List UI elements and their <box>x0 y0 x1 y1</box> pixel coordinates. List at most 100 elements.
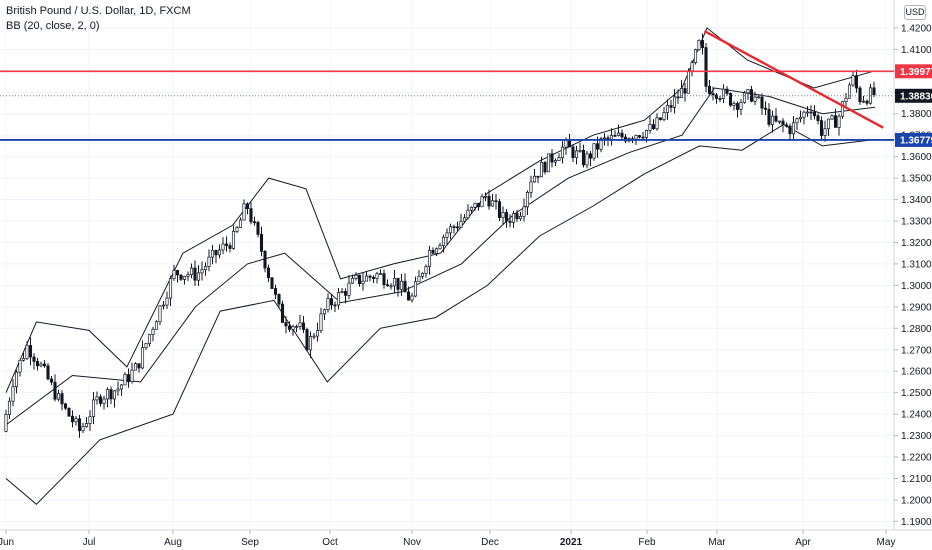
candle-body <box>158 305 162 323</box>
candle-body <box>81 426 85 432</box>
price-tick-label: 1.24000 <box>901 410 932 421</box>
candle-body <box>732 103 736 106</box>
candle-body <box>837 115 841 128</box>
candle-body <box>483 195 488 198</box>
time-tick-label: Oct <box>322 537 338 548</box>
candle-body <box>133 363 138 371</box>
candle-body <box>767 109 771 125</box>
candle-body <box>819 120 824 136</box>
price-axis[interactable]: 1.420001.410001.400001.390001.380001.370… <box>894 23 932 528</box>
candle-body <box>599 138 603 150</box>
candle-body <box>487 195 491 207</box>
candle-body <box>91 399 96 418</box>
candle-body <box>756 96 761 99</box>
price-tick-label: 1.31000 <box>901 259 932 270</box>
candle-body <box>329 298 334 306</box>
candle-body <box>228 245 232 249</box>
time-tick-label: Nov <box>403 537 421 548</box>
candle-body <box>742 92 747 103</box>
candle-body <box>280 303 285 323</box>
candle-body <box>770 115 775 125</box>
price-tick-label: 1.27000 <box>901 345 932 356</box>
candle-body <box>718 98 722 100</box>
candle-body <box>112 390 117 400</box>
support-price-badge-bg <box>895 132 932 147</box>
candle-body <box>28 345 33 358</box>
symbol-legend[interactable]: British Pound / U.S. Dollar, 1D, FXCM <box>6 5 191 17</box>
candle-body <box>217 249 222 256</box>
candle-body <box>417 275 421 283</box>
candle-body <box>298 322 302 327</box>
candle-body <box>284 322 288 327</box>
candle-body <box>644 129 649 138</box>
candle-body <box>308 336 313 351</box>
candle-body <box>221 243 225 251</box>
candle-body <box>602 137 607 140</box>
candle-body <box>662 112 666 120</box>
downtrend-line <box>703 30 884 129</box>
candle-body <box>102 398 106 404</box>
price-tick-label: 1.38000 <box>901 109 932 120</box>
candle-body <box>119 384 124 390</box>
candle-body <box>347 282 351 296</box>
candle-body <box>686 70 691 94</box>
price-tick-label: 1.30000 <box>901 281 932 292</box>
candle-body <box>560 146 565 158</box>
candle-body <box>448 226 453 234</box>
time-axis[interactable]: Jun Jul Aug Sep Oct Nov Dec 2021 Feb Mar Apr May <box>0 530 895 548</box>
candle-body <box>522 206 526 217</box>
candle-body <box>322 309 327 315</box>
candle-body <box>140 347 145 369</box>
candle-body <box>578 150 582 152</box>
candle-body <box>235 227 239 232</box>
candle-body <box>214 250 218 256</box>
candle-body <box>665 105 670 113</box>
candle-body <box>238 219 243 228</box>
candle-body <box>270 277 274 289</box>
candle-body <box>49 378 54 383</box>
candle-body <box>497 201 502 218</box>
candle-body <box>445 232 449 238</box>
candle-body <box>539 162 544 178</box>
candle-body <box>336 292 341 306</box>
candle-body <box>399 280 404 290</box>
currency-badge[interactable]: USD <box>904 5 926 20</box>
candle-body <box>861 100 866 103</box>
candle-body <box>669 105 673 108</box>
indicator-legend[interactable]: BB (20, close, 2, 0) <box>6 20 100 32</box>
candle-body <box>494 200 498 203</box>
candle-body <box>252 221 257 224</box>
candle-body <box>830 115 834 120</box>
candle-body <box>854 75 859 89</box>
candle-body <box>273 288 278 295</box>
candle-body <box>774 115 778 122</box>
candle-body <box>431 250 435 254</box>
candle-body <box>98 396 103 404</box>
candle-body <box>396 277 400 290</box>
candle-body <box>123 374 127 386</box>
candle-body <box>466 209 470 219</box>
candle-body <box>438 245 442 250</box>
trendline[interactable] <box>703 30 884 129</box>
price-tick-label: 1.25000 <box>901 388 932 399</box>
candle-body <box>291 326 295 330</box>
candle-body <box>641 136 645 139</box>
candle-body <box>609 135 614 140</box>
candle-body <box>784 124 789 127</box>
candle-body <box>529 181 533 193</box>
candle-body <box>781 120 785 126</box>
candle-body <box>340 291 344 293</box>
candle-body <box>277 294 281 305</box>
candle-body <box>382 273 386 286</box>
candle-body <box>25 345 29 359</box>
candle-body <box>511 213 516 223</box>
candle-body <box>735 103 740 110</box>
horizontal-levels[interactable] <box>0 70 894 141</box>
candle-body <box>567 139 572 148</box>
candle-body <box>865 100 869 104</box>
candle-body <box>4 414 8 432</box>
candle-body <box>203 266 208 271</box>
candle-body <box>333 304 337 307</box>
candle-body <box>851 75 855 86</box>
